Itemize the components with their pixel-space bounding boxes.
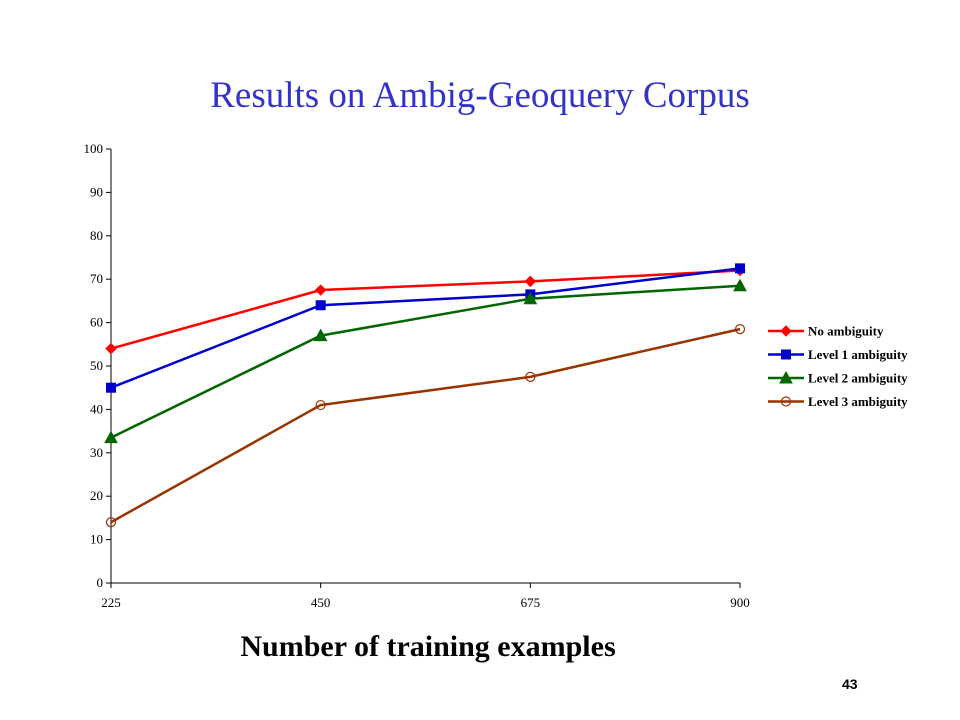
series-line xyxy=(110,269,741,350)
data-point xyxy=(106,382,116,393)
legend-marker xyxy=(779,370,793,384)
legend-label: Level 3 ambiguity xyxy=(808,394,908,409)
data-point xyxy=(105,517,117,528)
legend-label: No ambiguity xyxy=(808,324,884,339)
data-point xyxy=(313,328,328,342)
y-tick-label: 80 xyxy=(90,228,103,243)
data-point xyxy=(525,371,536,382)
chart-legend: No ambiguity Level 1 ambiguity Level 2 amb… xyxy=(768,324,908,409)
legend-marker xyxy=(780,396,792,407)
y-tick-label: 60 xyxy=(90,315,103,330)
series-line xyxy=(110,267,741,389)
legend-marker xyxy=(780,325,792,337)
legend-item: Level 2 ambiguity xyxy=(768,371,908,386)
legend-label: Level 2 ambiguity xyxy=(808,371,908,386)
series-line xyxy=(110,327,741,524)
data-point xyxy=(314,284,327,296)
x-tick-label: 900 xyxy=(730,595,750,610)
data-point xyxy=(524,275,537,288)
data-point xyxy=(734,324,746,335)
y-tick-label: 40 xyxy=(90,401,103,416)
y-tick-label: 50 xyxy=(90,358,103,373)
data-point xyxy=(735,263,745,274)
y-tick-label: 20 xyxy=(90,488,103,503)
legend-item: No ambiguity xyxy=(768,324,884,339)
y-axis-ticks: 0 10 20 30 40 50 60 70 80 90 100 xyxy=(84,141,111,590)
y-tick-label: 0 xyxy=(97,575,104,590)
data-point xyxy=(733,278,747,292)
y-tick-label: 100 xyxy=(84,141,104,156)
x-axis-label: Number of training examples xyxy=(240,630,615,663)
page-number: 43 xyxy=(842,676,858,692)
y-tick-label: 10 xyxy=(90,532,103,547)
x-tick-label: 675 xyxy=(521,595,541,610)
legend-label: Level 1 ambiguity xyxy=(808,347,908,362)
data-point xyxy=(105,342,117,355)
data-point xyxy=(315,300,326,311)
series-3 xyxy=(104,278,747,444)
x-tick-label: 225 xyxy=(101,595,121,610)
legend-marker xyxy=(781,349,791,360)
y-tick-label: 30 xyxy=(90,445,103,460)
y-tick-label: 90 xyxy=(90,184,103,199)
series-2 xyxy=(106,263,745,393)
chart-axes xyxy=(110,149,740,584)
data-point xyxy=(315,399,326,411)
data-point xyxy=(104,430,118,444)
data-point xyxy=(523,291,538,305)
series-4 xyxy=(105,324,746,528)
legend-item: Level 3 ambiguity xyxy=(768,394,908,409)
series-line xyxy=(110,284,741,439)
slide-title: Results on Ambig-Geoquery Corpus xyxy=(210,75,750,116)
x-axis-ticks: 225 450 675 900 xyxy=(101,583,750,610)
series-layer xyxy=(104,263,747,528)
y-tick-label: 70 xyxy=(90,271,103,286)
x-tick-label: 450 xyxy=(311,595,331,610)
legend-item: Level 1 ambiguity xyxy=(768,347,908,362)
